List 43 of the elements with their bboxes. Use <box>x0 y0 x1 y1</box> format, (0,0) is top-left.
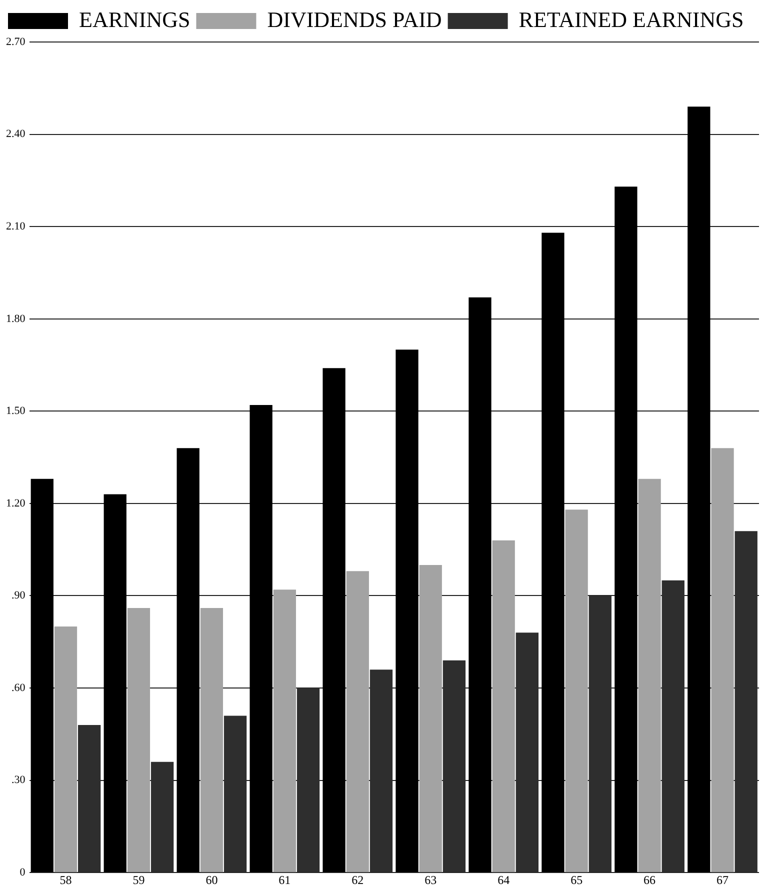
bar <box>250 405 272 872</box>
bar <box>468 297 492 872</box>
y-tick-label: .60 <box>12 682 26 694</box>
bar <box>127 608 150 872</box>
y-tick-label: 1.50 <box>6 405 26 418</box>
y-tick-label: .90 <box>12 590 26 602</box>
bar <box>614 186 638 872</box>
bar <box>396 350 418 872</box>
x-tick-label: 62 <box>352 872 364 887</box>
x-tick-label: 65 <box>570 872 583 887</box>
y-tick-label: 1.20 <box>6 497 26 510</box>
bar <box>542 232 564 872</box>
bar <box>273 590 296 872</box>
legend-label: RETAINED EARNINGS <box>518 6 744 32</box>
y-tick-label: 2.10 <box>6 220 26 232</box>
x-tick-label: 59 <box>132 872 145 887</box>
bar <box>322 368 346 872</box>
bar <box>711 448 734 872</box>
bar <box>176 448 200 872</box>
x-tick-label: 60 <box>206 872 218 887</box>
bar <box>346 571 369 872</box>
bar <box>54 626 78 872</box>
x-tick-label: 58 <box>60 872 72 887</box>
x-tick-label: 63 <box>424 872 437 887</box>
x-tick-label: 64 <box>498 872 510 887</box>
legend-label: DIVIDENDS PAID <box>267 6 442 32</box>
bar <box>419 564 442 872</box>
bar <box>30 478 54 872</box>
bar <box>200 608 224 872</box>
y-tick-label: 2.40 <box>6 128 26 140</box>
bar <box>638 478 661 872</box>
bar <box>688 106 710 872</box>
bar <box>565 510 588 872</box>
x-tick-label: 67 <box>716 872 729 887</box>
bar <box>104 494 126 872</box>
x-tick-label: 61 <box>278 872 291 887</box>
bar <box>492 540 515 872</box>
y-tick-label: 2.70 <box>6 36 26 48</box>
legend-label: EARNINGS <box>79 6 190 32</box>
y-tick-label: 1.80 <box>6 312 26 325</box>
x-tick-label: 66 <box>644 872 656 887</box>
y-tick-label: 0 <box>20 866 26 878</box>
y-tick-label: .30 <box>12 774 26 786</box>
